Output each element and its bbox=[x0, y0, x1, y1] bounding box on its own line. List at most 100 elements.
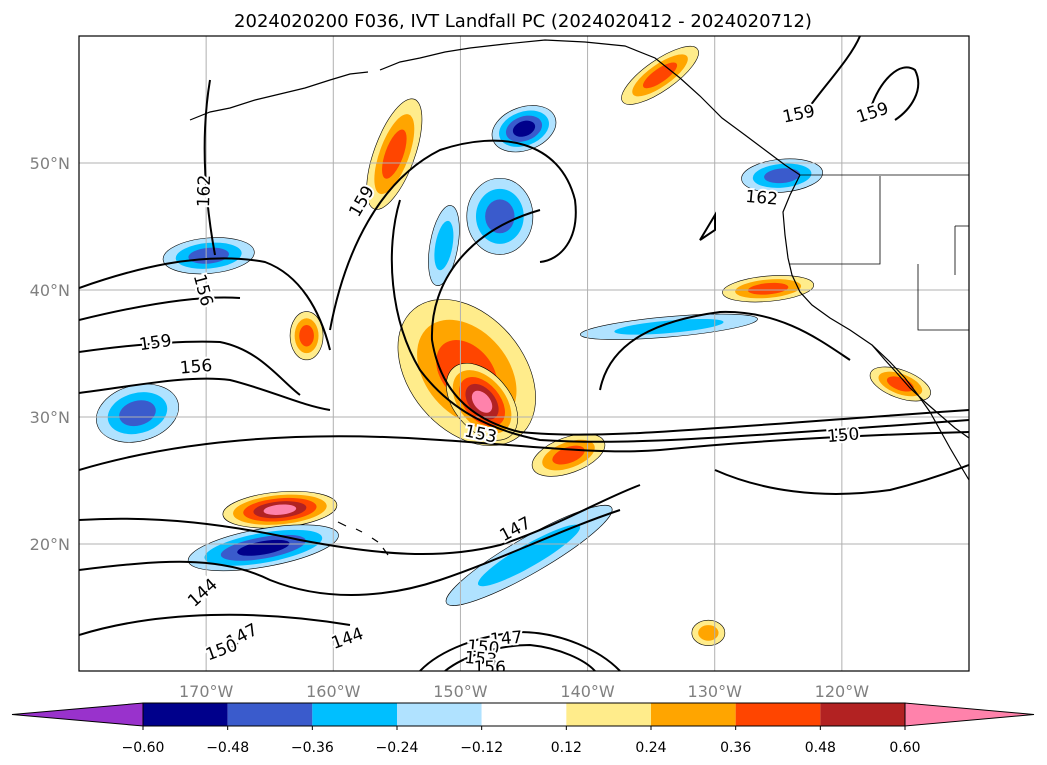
aleutian-islands bbox=[189, 71, 369, 121]
colorbar-swatch bbox=[143, 703, 228, 726]
colorbar-swatch bbox=[735, 703, 821, 726]
colorbar-swatch bbox=[566, 703, 651, 726]
contour-label: 162 bbox=[194, 174, 215, 207]
contour-line bbox=[419, 630, 621, 671]
lat-tick-label: 50°N bbox=[30, 154, 70, 173]
baja-coast bbox=[871, 344, 969, 439]
colorbar: −0.60 −0.48 −0.36 −0.24 −0.12 0.12 0.24 0.36 0.4… bbox=[11, 702, 1035, 756]
hawaii-islands bbox=[337, 521, 389, 556]
lon-tick-label: 120°W bbox=[815, 682, 870, 701]
colorbar-frame bbox=[142, 702, 906, 727]
colorbar-tick-label: −0.36 bbox=[291, 740, 334, 756]
chart-title: 2024020200 F036, IVT Landfall PC (202402… bbox=[234, 11, 812, 32]
anomaly-positive-subtropic bbox=[222, 491, 338, 529]
contour-line bbox=[599, 310, 851, 391]
lon-tick-label: 170°W bbox=[179, 682, 234, 701]
contour-label: 147 bbox=[489, 628, 523, 651]
anomaly-negative-37N bbox=[579, 313, 758, 340]
colorbar-swatch bbox=[227, 703, 313, 726]
contour-label: 156 bbox=[473, 658, 505, 678]
anomaly-level bbox=[119, 400, 156, 427]
lon-tick-label: 160°W bbox=[306, 682, 361, 701]
anomaly-level bbox=[485, 199, 515, 234]
anomaly-positive-north-band bbox=[366, 98, 423, 210]
contour-line bbox=[390, 199, 969, 443]
map-frame bbox=[78, 35, 970, 672]
contour-line bbox=[79, 613, 351, 636]
colorbar-swatch bbox=[651, 703, 736, 726]
colorbar-tick-label: 0.48 bbox=[805, 740, 836, 756]
contour-label: 150 bbox=[466, 636, 500, 659]
contour-line bbox=[79, 377, 331, 411]
lat-tick-label: 20°N bbox=[30, 535, 70, 554]
colorbar-extend-low bbox=[11, 702, 144, 727]
anomaly-level bbox=[382, 129, 407, 179]
anomaly-level bbox=[512, 120, 536, 137]
colorbar-swatch bbox=[397, 703, 482, 726]
anomaly-positive-west-cell bbox=[289, 311, 324, 361]
height-contours bbox=[79, 36, 969, 671]
anomaly-positive-core-main bbox=[446, 362, 519, 441]
colorbar-tick-label: −0.24 bbox=[376, 740, 419, 756]
contour-line bbox=[79, 509, 621, 596]
contour-line bbox=[444, 643, 596, 671]
contour-label: 156 bbox=[179, 356, 213, 379]
state-border-c bbox=[954, 225, 969, 275]
colorbar-swatch bbox=[481, 703, 567, 726]
state-border-a bbox=[790, 176, 881, 265]
axis-tick-labels: 170°W 160°W 150°W 140°W 130°W 120°W 20°N 30°N 40… bbox=[30, 154, 870, 701]
colorbar-tick-label: −0.12 bbox=[460, 740, 503, 756]
coastlines bbox=[189, 39, 969, 556]
contour-line bbox=[79, 296, 241, 321]
colorbar-tick-label: 0.36 bbox=[720, 740, 751, 756]
lon-tick-label: 140°W bbox=[560, 682, 615, 701]
lon-tick-label: 150°W bbox=[433, 682, 488, 701]
contour-label: 153 bbox=[464, 648, 498, 671]
anomaly-level bbox=[698, 625, 719, 641]
contour-line bbox=[203, 79, 216, 256]
lon-tick-label: 130°W bbox=[688, 682, 743, 701]
colorbar-tick-label: 0.60 bbox=[889, 740, 920, 756]
anomaly-level bbox=[299, 324, 314, 347]
na-west-coast bbox=[782, 174, 969, 481]
anomaly-negative-west-30 bbox=[96, 383, 179, 443]
colorbar-swatch bbox=[312, 703, 397, 726]
graticule bbox=[79, 36, 969, 671]
colorbar-tick-label: −0.60 bbox=[122, 740, 165, 756]
contour-line bbox=[79, 340, 301, 396]
anomaly-negative-north bbox=[491, 105, 557, 153]
colorbar-tick-label: 0.24 bbox=[635, 740, 666, 756]
anomaly-level bbox=[434, 220, 454, 271]
anomaly-negative-arc bbox=[466, 177, 534, 255]
lat-tick-label: 40°N bbox=[30, 281, 70, 300]
anomaly-positive-small-sw bbox=[691, 619, 726, 646]
anomaly-negative-42N bbox=[162, 237, 255, 275]
anomaly-negative-narrow bbox=[428, 205, 460, 286]
contour-line bbox=[799, 36, 861, 121]
anomaly-level bbox=[614, 318, 724, 335]
contour-line bbox=[79, 257, 331, 351]
contour-line bbox=[714, 464, 969, 495]
lat-tick-label: 30°N bbox=[30, 408, 70, 427]
contour-line bbox=[79, 484, 641, 556]
ivt-anomaly-fill bbox=[96, 45, 931, 646]
colorbar-swatch bbox=[820, 703, 905, 726]
political-borders bbox=[790, 174, 969, 331]
contour-line bbox=[869, 66, 920, 121]
anomaly-positive-central bbox=[531, 433, 606, 477]
contour-line bbox=[430, 209, 969, 436]
colorbar-extend-high bbox=[904, 702, 1035, 727]
anomaly-level bbox=[477, 524, 581, 587]
anomaly-level bbox=[471, 390, 493, 413]
anomaly-level bbox=[747, 282, 789, 295]
anomaly-level bbox=[886, 376, 914, 392]
contour-line bbox=[79, 431, 969, 471]
anomaly-positive-coast-ca bbox=[722, 275, 815, 303]
contour-label: 162 bbox=[745, 187, 779, 210]
anomaly-level bbox=[263, 504, 297, 515]
contour-line bbox=[329, 139, 577, 331]
contour-label: 150 bbox=[826, 424, 860, 447]
anomaly-negative-ne bbox=[741, 158, 823, 193]
